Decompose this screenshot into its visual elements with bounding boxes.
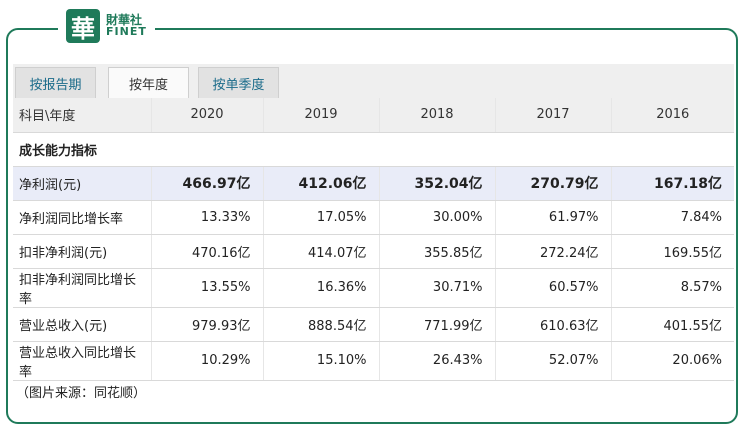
row-label: 净利润同比增长率 [13,200,151,235]
table-cell: 979.93亿 [150,307,263,342]
logo-mark: 華 [66,9,100,43]
table-cell: 355.85亿 [378,234,495,269]
table-cell: 15.10% [262,341,379,381]
table-cell: 466.97亿 [150,166,263,201]
row-label: 净利润(元) [13,166,151,201]
table-row: 净利润同比增长率 13.33% 17.05% 30.00% 61.97% 7.84% [13,200,734,235]
header-year: 2016 [610,98,734,133]
header-year: 2018 [378,98,495,133]
table-header-row: 科目\年度 2020 2019 2018 2017 2016 [13,98,734,133]
table-cell: 412.06亿 [262,166,379,201]
table-row: 净利润(元) 466.97亿 412.06亿 352.04亿 270.79亿 167.18… [13,166,734,201]
header-year: 2017 [494,98,611,133]
table-cell: 13.33% [150,200,263,235]
table-cell: 771.99亿 [378,307,495,342]
table-cell: 272.24亿 [494,234,611,269]
table-cell: 26.43% [378,341,495,381]
section-title: 成长能力指标 [13,132,734,167]
table-cell: 7.84% [610,200,734,235]
table-row: 营业总收入(元) 979.93亿 888.54亿 771.99亿 610.63亿 401.… [13,307,734,342]
table-cell: 470.16亿 [150,234,263,269]
table-cell: 414.07亿 [262,234,379,269]
table-cell: 30.71% [378,268,495,308]
table-cell: 16.36% [262,268,379,308]
table-cell: 401.55亿 [610,307,734,342]
finet-logo: 華 財華社 FINET [58,6,155,46]
tab-bar: 按报告期 按年度 按单季度 [13,64,734,98]
logo-english-name: FINET [106,25,147,38]
table-cell: 10.29% [150,341,263,381]
header-year: 2020 [150,98,263,133]
section-row: 成长能力指标 [13,132,734,167]
table-row: 营业总收入同比增长率 10.29% 15.10% 26.43% 52.07% 20.06% [13,341,734,381]
financial-table: 科目\年度 2020 2019 2018 2017 2016 成长能力指标 净利… [13,98,734,381]
row-label: 营业总收入(元) [13,307,151,342]
row-label: 扣非净利润同比增长率 [13,268,151,308]
table-cell: 13.55% [150,268,263,308]
table-cell: 888.54亿 [262,307,379,342]
content-frame [6,28,738,424]
table-row: 扣非净利润(元) 470.16亿 414.07亿 355.85亿 272.24亿 169.… [13,234,734,269]
header-subject-year: 科目\年度 [13,98,151,133]
image-source-caption: （图片来源：同花顺） [16,386,147,401]
table-cell: 352.04亿 [378,166,495,201]
table-cell: 60.57% [494,268,611,308]
table-cell: 169.55亿 [610,234,734,269]
table-row: 扣非净利润同比增长率 13.55% 16.36% 30.71% 60.57% 8.57% [13,268,734,308]
table-cell: 270.79亿 [494,166,611,201]
table-cell: 61.97% [494,200,611,235]
table-cell: 167.18亿 [610,166,734,201]
tab-by-quarter[interactable]: 按单季度 [198,67,279,98]
table-cell: 20.06% [610,341,734,381]
tab-by-report-period[interactable]: 按报告期 [15,67,96,98]
tab-by-year[interactable]: 按年度 [108,67,189,98]
table-cell: 8.57% [610,268,734,308]
table-cell: 52.07% [494,341,611,381]
row-label: 营业总收入同比增长率 [13,341,151,381]
table-cell: 610.63亿 [494,307,611,342]
logo-chinese-name: 財華社 [106,13,143,27]
table-cell: 30.00% [378,200,495,235]
header-year: 2019 [262,98,379,133]
table-cell: 17.05% [262,200,379,235]
row-label: 扣非净利润(元) [13,234,151,269]
